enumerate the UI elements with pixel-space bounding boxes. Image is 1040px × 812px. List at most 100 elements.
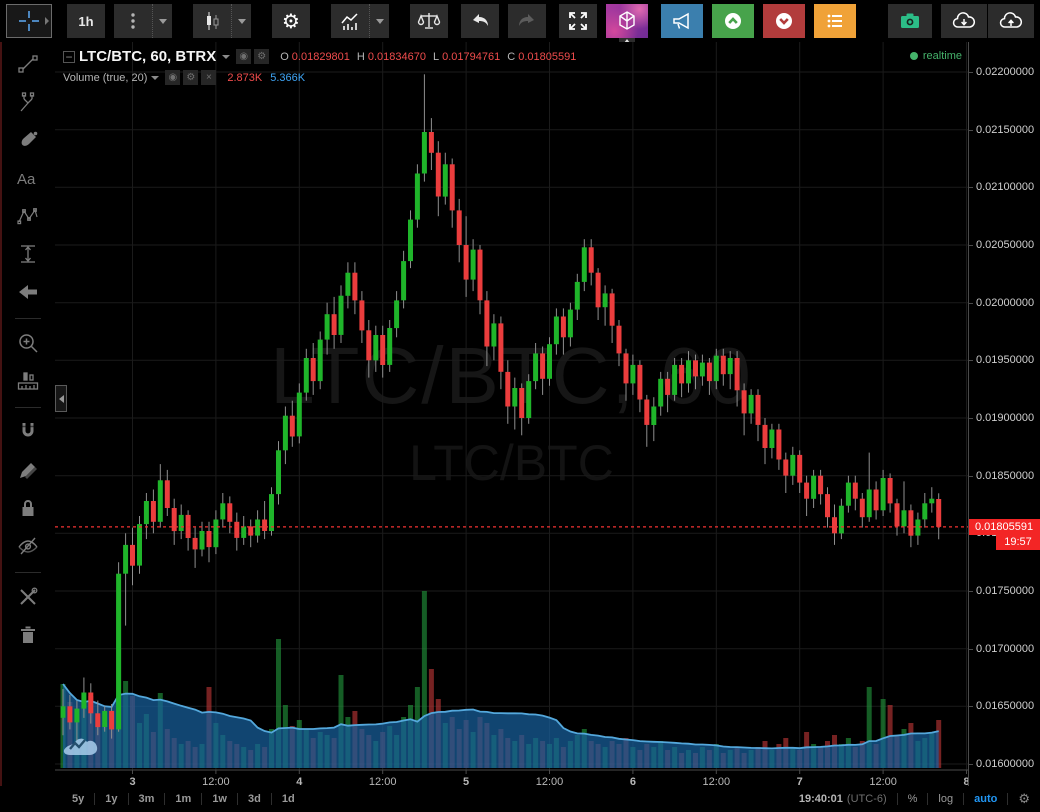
auto-scale-toggle[interactable]: auto: [974, 793, 998, 805]
range-button-3d[interactable]: 3d: [248, 793, 261, 805]
symbol-title[interactable]: LTC/BTC, 60, BTRX: [79, 48, 217, 65]
svg-text:12:00: 12:00: [202, 776, 230, 786]
range-button-1w[interactable]: 1w: [212, 793, 227, 805]
log-scale-toggle[interactable]: log: [938, 793, 954, 805]
svg-text:12:00: 12:00: [536, 776, 564, 786]
bottom-toolbar: 5y 1y 3m 1m 1w 3d 1d 19:40:01 (UTC-6) % log au…: [0, 786, 1040, 812]
series-settings-button[interactable]: ⚙: [254, 49, 270, 64]
price-tick-mark: [969, 245, 973, 246]
object-tree-tools[interactable]: [10, 579, 46, 614]
save-chart-button[interactable]: [988, 4, 1034, 38]
svg-text:12:00: 12:00: [369, 776, 397, 786]
axis-settings-gear-icon[interactable]: ⚙: [1018, 791, 1030, 807]
chart-style-button[interactable]: [193, 4, 231, 38]
balance-scale-icon: [417, 13, 441, 29]
chevron-down-icon: [375, 18, 384, 24]
load-chart-button[interactable]: [941, 4, 987, 38]
timeframe-button[interactable]: 1h: [67, 4, 105, 38]
xabcd-pattern-tool[interactable]: [10, 198, 46, 233]
chart-style-dropdown-button[interactable]: [231, 4, 251, 38]
indicators-button[interactable]: [331, 4, 369, 38]
redo-arrow-icon: [519, 14, 534, 26]
chevron-down-icon[interactable]: [151, 75, 160, 80]
range-button-5y[interactable]: 5y: [72, 793, 85, 805]
timezone-label[interactable]: (UTC-6): [846, 793, 887, 805]
price-tick-label: 0.02050000: [976, 239, 1035, 251]
vote-up-button[interactable]: [712, 4, 754, 38]
toolbar-collapse-handle[interactable]: [55, 385, 67, 412]
trend-line-tool[interactable]: [10, 46, 46, 81]
toolbar-divider: [14, 407, 41, 408]
drawing-toolbar: Aa: [0, 42, 55, 786]
range-separator: [94, 793, 96, 805]
lock-drawings-tool[interactable]: [10, 490, 46, 525]
cloud-upload-icon: [999, 12, 1023, 28]
timeframe-dropdown-button[interactable]: [152, 4, 172, 38]
price-tick-label: 0.01900000: [976, 412, 1035, 424]
price-tick-label: 0.02000000: [976, 297, 1035, 309]
compare-button[interactable]: [410, 4, 448, 38]
text-tool[interactable]: Aa: [10, 160, 46, 195]
range-separator: [164, 793, 166, 805]
fullscreen-button[interactable]: [559, 4, 597, 38]
undo-button[interactable]: [461, 4, 499, 38]
indicators-dropdown-button[interactable]: [369, 4, 389, 38]
percent-scale-toggle[interactable]: %: [907, 793, 918, 805]
volume-settings-button[interactable]: ⚙: [183, 70, 199, 85]
pitchfork-tool[interactable]: [10, 84, 46, 119]
hide-volume-button[interactable]: ◉: [165, 70, 181, 85]
range-separator: [127, 793, 129, 805]
watchlist-button[interactable]: [814, 4, 856, 38]
timeframe-options-button[interactable]: [114, 4, 152, 38]
range-button-1y[interactable]: 1y: [105, 793, 118, 805]
price-range-tool[interactable]: [10, 236, 46, 271]
volume-legend-row: Volume (true, 20) ◉ ⚙ × 2.873K 5.366K: [63, 67, 583, 88]
range-button-3m[interactable]: 3m: [138, 793, 155, 805]
zoom-in-tool[interactable]: [10, 325, 46, 360]
chevron-down-icon: [158, 18, 167, 24]
range-button-1m[interactable]: 1m: [175, 793, 192, 805]
snapshot-button[interactable]: [888, 4, 932, 38]
symbol-legend-row: − LTC/BTC, 60, BTRX ◉ ⚙ O 0.01829801 H 0.01…: [63, 46, 583, 67]
realtime-dot-icon: [909, 52, 918, 60]
remove-drawings-tool[interactable]: [10, 617, 46, 652]
remove-volume-button[interactable]: ×: [201, 70, 217, 85]
vote-down-button[interactable]: [763, 4, 805, 38]
low-value: 0.01794761: [442, 50, 501, 63]
clock[interactable]: 19:40:01: [798, 793, 843, 805]
3d-cube-app-button[interactable]: [606, 4, 648, 44]
collapse-legend-icon[interactable]: −: [63, 50, 75, 63]
redo-button[interactable]: [508, 4, 546, 38]
stay-in-drawing-mode-tool[interactable]: [10, 452, 46, 487]
brush-tool[interactable]: [10, 122, 46, 157]
price-chart-canvas[interactable]: 3 12:00 4 12:00 5 12:00 6 12:00 7 12:00 8: [55, 42, 968, 786]
arrow-tool[interactable]: [10, 274, 46, 309]
list-icon: [827, 14, 842, 28]
magnet-tool[interactable]: [10, 414, 46, 449]
chevron-down-icon[interactable]: [222, 54, 231, 59]
chart-properties-button[interactable]: ⚙: [272, 4, 310, 38]
open-value: 0.01829801: [291, 50, 350, 63]
chart-area[interactable]: LTC/BTC, 60 LTC/BTC 3 12:00 4 12:00 5 12:00 6 1…: [55, 42, 968, 786]
tradingview-logo[interactable]: [62, 734, 100, 762]
measure-tool[interactable]: [10, 363, 46, 398]
top-toolbar: 1h ⚙: [0, 0, 1040, 44]
cloud-download-icon: [952, 12, 976, 28]
svg-text:12:00: 12:00: [869, 776, 897, 786]
chart-legend: − LTC/BTC, 60, BTRX ◉ ⚙ O 0.01829801 H 0.01…: [63, 46, 583, 88]
price-tick-label: 0.01650000: [976, 700, 1035, 712]
window-edge-strip: [0, 42, 2, 786]
candlestick-icon: [207, 12, 219, 30]
hide-drawings-tool[interactable]: [10, 528, 46, 563]
range-separator: [201, 793, 203, 805]
announcements-button[interactable]: [661, 4, 703, 38]
range-button-1d[interactable]: 1d: [281, 793, 295, 805]
price-tick-label: 0.02200000: [976, 66, 1035, 78]
high-value: 0.01834670: [367, 50, 426, 63]
crosshair-tool-button[interactable]: [6, 4, 52, 38]
volume-study-title[interactable]: Volume (true, 20): [63, 71, 148, 84]
realtime-status: realtime: [909, 50, 962, 62]
hide-series-button[interactable]: ◉: [236, 49, 252, 64]
price-axis[interactable]: 0.02200000 0.02150000 0.02100000 0.02050000…: [968, 42, 1040, 786]
